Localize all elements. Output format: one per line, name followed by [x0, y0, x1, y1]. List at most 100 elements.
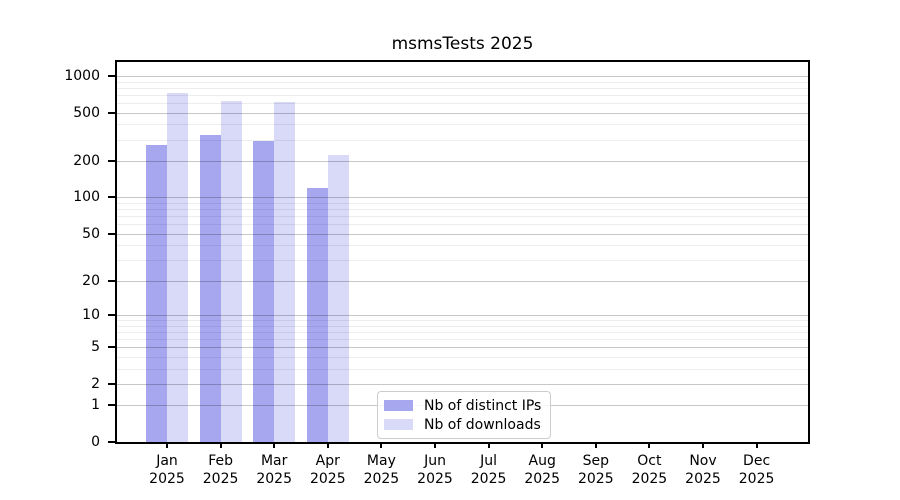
bar-nb-of-downloads-mar	[274, 102, 296, 442]
gridline-minor	[117, 368, 808, 370]
x-tick	[273, 442, 276, 448]
x-tick-month: Nov	[689, 453, 717, 469]
x-tick-month: May	[366, 453, 396, 469]
y-tick-label: 100	[73, 189, 100, 206]
x-tick-year: 2025	[417, 471, 453, 487]
y-tick	[108, 346, 115, 349]
bar-nb-of-distinct-ips-apr	[306, 187, 328, 442]
x-tick-month: Oct	[637, 453, 662, 469]
y-tick	[108, 160, 115, 162]
y-tick-label: 500	[73, 104, 100, 121]
x-tick-label: Jan 2025	[127, 452, 207, 488]
gridline-major	[117, 233, 808, 235]
y-tick	[108, 196, 115, 199]
y-tick	[108, 111, 115, 114]
x-tick-year: 2025	[149, 471, 185, 487]
legend-row-nb-of-downloads: Nb of downloads	[384, 415, 541, 434]
x-tick-month: Sep	[582, 453, 609, 469]
x-tick	[702, 442, 704, 448]
y-tick	[108, 74, 115, 77]
x-tick	[434, 442, 436, 448]
gridline-minor	[117, 224, 808, 226]
x-tick	[755, 442, 758, 448]
x-tick	[487, 442, 490, 448]
x-tick-year: 2025	[685, 471, 721, 487]
x-tick-year: 2025	[577, 471, 614, 487]
x-tick-year: 2025	[256, 471, 292, 487]
gridline-major	[117, 161, 808, 162]
gridline-major	[117, 197, 808, 199]
gridline-minor	[117, 245, 808, 247]
x-tick-label: Aug 2025	[502, 452, 582, 488]
x-tick-year: 2025	[470, 471, 507, 487]
y-tick	[108, 382, 115, 385]
y-tick-label: 0	[91, 434, 100, 450]
x-tick-month: Feb	[208, 453, 233, 469]
x-tick	[380, 442, 383, 448]
y-tick	[108, 441, 115, 443]
bar-nb-of-distinct-ips-feb	[199, 134, 221, 442]
chart-title: msmsTests 2025	[391, 34, 534, 54]
gridline-major	[117, 383, 808, 385]
gridline-minor	[117, 87, 808, 89]
gridline-minor	[117, 139, 808, 141]
bar-nb-of-downloads-jan	[167, 93, 188, 442]
x-tick-month: Aug	[528, 453, 556, 469]
y-tick-label: 5	[91, 339, 100, 356]
legend-label: Nb of distinct IPs	[424, 397, 542, 414]
x-tick	[541, 442, 544, 448]
legend: Nb of distinct IPs Nb of downloads	[377, 391, 552, 439]
x-tick-label: Oct 2025	[609, 452, 689, 488]
gridline-minor	[117, 338, 808, 340]
x-tick-year: 2025	[202, 471, 239, 487]
x-tick-label: Dec 2025	[717, 452, 797, 488]
gridline-minor	[117, 260, 808, 262]
gridline-minor	[117, 124, 808, 126]
gridline-minor	[117, 320, 808, 321]
x-tick-label: Mar 2025	[234, 452, 314, 488]
gridline-major	[117, 314, 808, 316]
y-tick-label: 1000	[64, 67, 100, 84]
x-tick-month: Mar	[260, 453, 288, 469]
y-tick-label: 200	[73, 153, 100, 169]
gridline-minor	[117, 216, 808, 218]
legend-row-nb-of-distinct-ips: Nb of distinct IPs	[384, 396, 541, 415]
x-tick-month: Jun	[424, 453, 446, 469]
y-tick-label: 2	[91, 375, 100, 392]
x-tick	[219, 442, 222, 448]
gridline-minor	[117, 202, 808, 204]
x-tick	[326, 442, 329, 448]
x-tick-label: Jun 2025	[395, 452, 475, 488]
x-tick-year: 2025	[738, 471, 775, 487]
gridline-minor	[117, 209, 808, 211]
y-tick	[108, 404, 115, 407]
legend-swatch-nb-of-downloads	[384, 419, 413, 430]
x-tick-label: Feb 2025	[181, 452, 261, 488]
x-tick-label: Jul 2025	[449, 452, 529, 488]
x-tick	[166, 442, 168, 448]
y-tick	[108, 279, 115, 282]
x-tick-year: 2025	[631, 471, 668, 487]
y-tick-label: 50	[82, 225, 100, 242]
y-tick-label: 1	[91, 397, 100, 414]
gridline-major	[117, 112, 808, 114]
x-tick-label: May 2025	[341, 452, 421, 488]
bar-nb-of-distinct-ips-jan	[146, 145, 167, 442]
x-tick-month: Jan	[156, 453, 178, 469]
x-tick-month: Jul	[480, 453, 498, 469]
x-tick-label: Sep 2025	[556, 452, 636, 488]
x-tick-month: Dec	[743, 453, 771, 469]
legend-swatch-nb-of-distinct-ips	[384, 400, 413, 411]
legend-label: Nb of downloads	[424, 416, 541, 433]
x-tick-year: 2025	[524, 471, 560, 487]
gridline-minor	[117, 81, 808, 83]
y-tick-label: 10	[82, 306, 100, 323]
x-tick-month: Apr	[315, 453, 340, 469]
y-tick	[108, 313, 115, 316]
gridline-minor	[117, 356, 808, 358]
y-tick-label: 20	[82, 272, 100, 289]
x-tick	[594, 442, 597, 448]
gridline-major	[117, 75, 808, 77]
x-tick-label: Apr 2025	[288, 452, 368, 488]
